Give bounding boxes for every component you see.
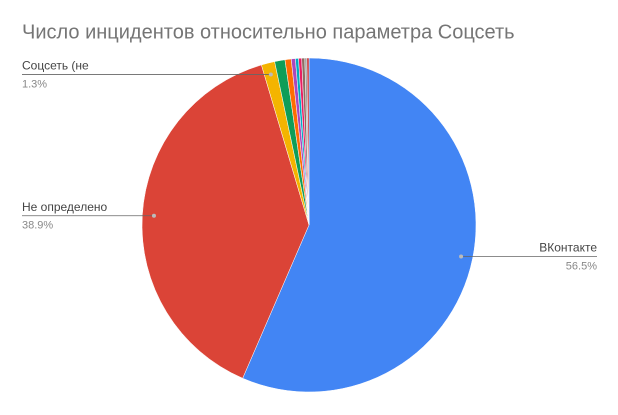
slice-label: Не определено	[22, 200, 108, 214]
leader-dot	[459, 254, 464, 259]
pie-slice	[242, 57, 477, 393]
pie-slice	[141, 64, 310, 379]
slice-value-label: 56.5%	[566, 260, 597, 272]
leader-dot	[151, 213, 156, 218]
slice-label: Соцсеть (не	[22, 59, 89, 73]
slice-value-label: 1.3%	[22, 78, 47, 90]
slice-value-label: 38.9%	[22, 220, 53, 232]
pie-slice	[306, 57, 310, 226]
leader-dot	[268, 72, 273, 77]
chart-title: Число инцидентов относительно параметра …	[22, 21, 515, 43]
slice-label: ВКонтакте	[539, 241, 597, 255]
